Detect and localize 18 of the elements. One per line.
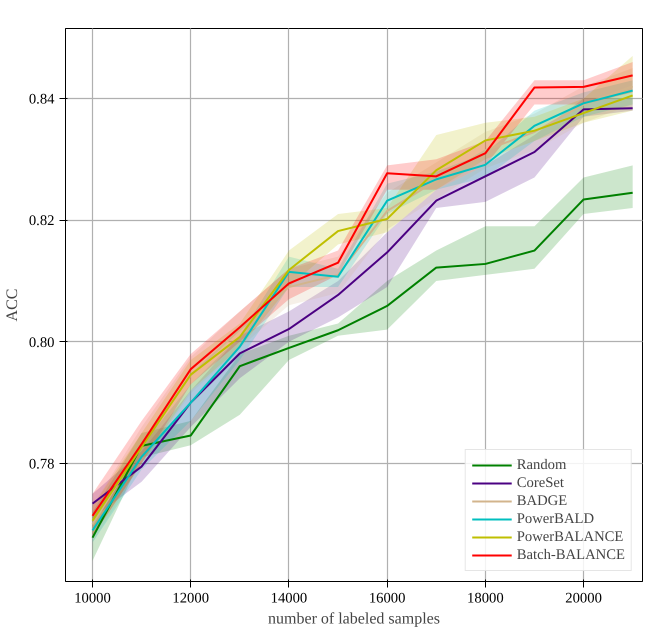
- y-axis-title: ACC: [4, 288, 21, 322]
- x-tick-label: 16000: [368, 590, 406, 606]
- x-tick-label: 20000: [565, 590, 602, 606]
- x-tick-label: 12000: [172, 590, 210, 606]
- x-axis-title: number of labeled samples: [268, 610, 440, 628]
- y-tick-label: 0.80: [28, 334, 55, 351]
- x-tick-label: 14000: [270, 590, 308, 606]
- legend-label: BADGE: [516, 492, 568, 510]
- legend-label: Batch-BALANCE: [516, 546, 625, 564]
- y-tick-label: 0.78: [28, 456, 55, 472]
- legend-label: Random: [516, 456, 566, 474]
- y-tick-label: 0.82: [28, 213, 55, 230]
- legend-label: CoreSet: [516, 474, 564, 492]
- legend-label: PowerBALANCE: [516, 528, 624, 546]
- x-tick-label: 10000: [74, 590, 111, 606]
- x-tick-label: 18000: [467, 590, 504, 606]
- legend-label: PowerBALD: [516, 510, 594, 528]
- y-tick-label: 0.84: [28, 91, 56, 108]
